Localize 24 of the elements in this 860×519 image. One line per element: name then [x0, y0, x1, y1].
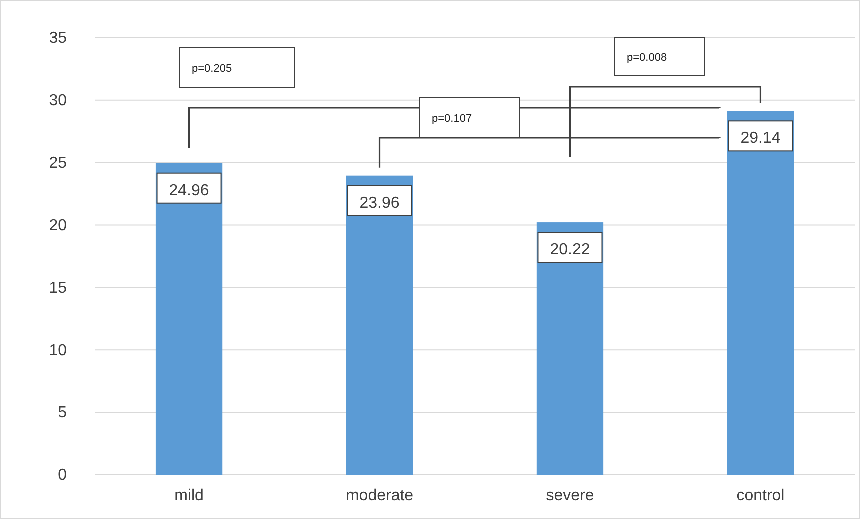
x-tick-label: severe	[546, 487, 594, 504]
bar	[346, 176, 414, 475]
annotation: p=0.008	[627, 52, 668, 64]
annotation: p=0.205	[192, 63, 232, 75]
y-tick-label: 20	[49, 217, 68, 234]
data-label: 23.96	[360, 194, 400, 212]
annotation: p=0.107	[432, 113, 472, 125]
x-tick-label: control	[736, 487, 785, 504]
x-tick-label: mild	[174, 487, 204, 504]
bar	[156, 163, 223, 475]
p-value-box: p=0.205	[180, 48, 296, 88]
data-label: 29.14	[740, 130, 781, 148]
x-tick-label: moderate	[346, 487, 414, 504]
y-tick-label: 30	[49, 92, 68, 110]
y-tick-label: 25	[49, 154, 68, 172]
p-value-box: p=0.008	[614, 38, 706, 76]
y-tick-label: 0	[58, 467, 68, 484]
y-tick-label: 35	[49, 30, 68, 48]
y-tick-label: 15	[49, 280, 68, 297]
p-value-box: p=0.107	[420, 98, 520, 138]
data-label: 20.22	[550, 242, 590, 259]
y-tick-label: 10	[49, 342, 68, 360]
y-tick-label: 5	[58, 404, 68, 422]
data-label: 24.96	[169, 182, 210, 200]
